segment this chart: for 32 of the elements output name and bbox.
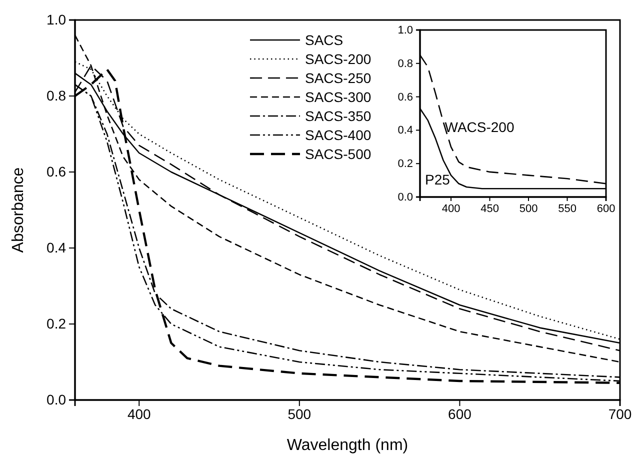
legend-label: SACS-400 bbox=[305, 127, 372, 143]
x-tick-label: 500 bbox=[519, 202, 538, 215]
x-tick-label: 400 bbox=[127, 406, 152, 422]
x-tick-label: 450 bbox=[480, 202, 499, 215]
legend-label: SACS-350 bbox=[305, 108, 372, 124]
series-label: P25 bbox=[425, 172, 450, 188]
y-tick-label: 0.4 bbox=[398, 124, 413, 137]
y-tick-label: 0.8 bbox=[398, 58, 413, 70]
legend-label: SACS-500 bbox=[305, 146, 372, 162]
y-tick-label: 1.0 bbox=[46, 11, 66, 28]
y-tick-label: 0.0 bbox=[46, 391, 66, 408]
legend-label: SACS bbox=[305, 32, 344, 48]
y-tick-label: 0.8 bbox=[46, 87, 66, 104]
legend-label: SACS-250 bbox=[305, 70, 372, 86]
x-tick-label: 600 bbox=[448, 406, 472, 422]
y-tick-label: 0.0 bbox=[398, 192, 413, 204]
x-tick-label: 550 bbox=[558, 202, 576, 215]
y-tick-label: 0.2 bbox=[46, 315, 66, 332]
legend-label: SACS-300 bbox=[305, 89, 372, 105]
x-tick-label: 500 bbox=[288, 406, 312, 422]
x-tick-label: 400 bbox=[442, 202, 460, 215]
legend-label: SACS-200 bbox=[305, 51, 372, 67]
y-axis-title: Absorbance bbox=[10, 167, 27, 253]
y-tick-label: 0.2 bbox=[398, 158, 413, 170]
x-axis-title: Wavelength (nm) bbox=[286, 437, 408, 454]
series-label: WACS-200 bbox=[444, 118, 514, 135]
x-tick-label: 700 bbox=[608, 406, 632, 422]
y-tick-label: 0.6 bbox=[398, 91, 413, 104]
y-tick-label: 1.0 bbox=[398, 24, 413, 37]
y-tick-label: 0.6 bbox=[46, 163, 66, 180]
y-tick-label: 0.4 bbox=[46, 239, 66, 256]
x-tick-label: 600 bbox=[596, 202, 616, 215]
